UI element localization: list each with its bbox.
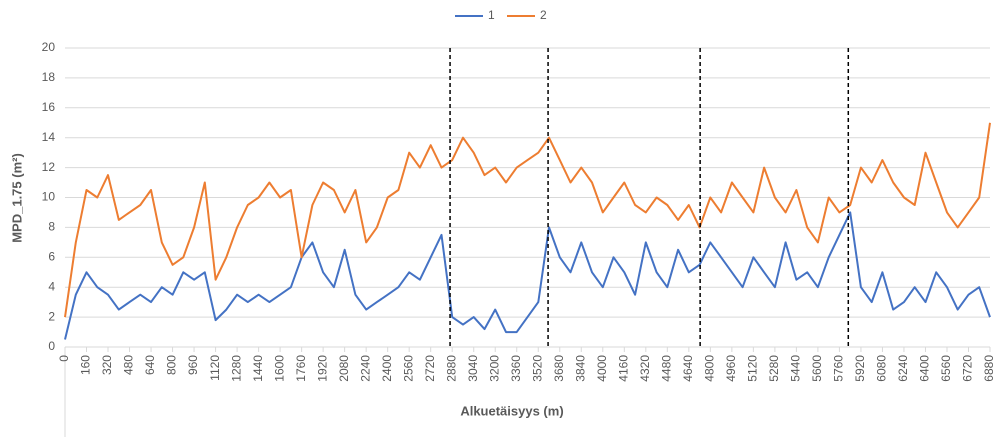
x-tick-label: 5120 [746,355,760,382]
x-tick-label: 3520 [530,355,544,382]
x-tick-label: 1760 [294,355,308,382]
x-tick-label: 640 [143,355,157,375]
y-tick-label: 2 [48,309,55,323]
legend-label: 2 [540,8,547,22]
x-tick-label: 2400 [380,355,394,382]
y-tick-label: 16 [42,100,56,114]
x-axis-label: Alkuetäisyys (m) [460,403,563,418]
x-tick-label: 2560 [401,355,415,382]
x-tick-label: 2240 [358,355,372,382]
y-tick-label: 4 [48,279,55,293]
x-tick-label: 2080 [337,355,351,382]
x-tick-label: 3360 [509,355,523,382]
y-tick-label: 0 [48,339,55,353]
series-line [64,122,991,318]
y-tick-label: 8 [48,220,55,234]
y-tick-label: 12 [42,160,56,174]
y-axis-label: MPD_1.75 (m²) [9,153,24,243]
x-tick-label: 2880 [444,355,458,382]
y-tick-label: 18 [42,70,56,84]
x-tick-label: 5440 [789,355,803,382]
x-tick-label: 1600 [272,355,286,382]
x-tick-label: 960 [186,355,200,375]
x-tick-label: 6720 [961,355,975,382]
x-tick-label: 3840 [573,355,587,382]
x-tick-label: 5920 [853,355,867,382]
x-tick-label: 4320 [638,355,652,382]
y-tick-label: 14 [42,130,56,144]
x-tick-label: 4480 [659,355,673,382]
x-tick-label: 6400 [918,355,932,382]
series-line [64,211,991,340]
x-tick-label: 5600 [810,355,824,382]
x-tick-label: 800 [165,355,179,375]
x-tick-label: 2720 [423,355,437,382]
x-tick-label: 3680 [552,355,566,382]
y-tick-label: 10 [42,190,56,204]
y-tick-label: 20 [42,40,56,54]
x-tick-label: 1440 [251,355,265,382]
x-tick-label: 4960 [724,355,738,382]
x-tick-label: 480 [122,355,136,375]
x-tick-label: 6080 [875,355,889,382]
x-tick-label: 4640 [681,355,695,382]
x-tick-label: 3200 [487,355,501,382]
x-tick-label: 5760 [832,355,846,382]
x-tick-label: 4800 [703,355,717,382]
x-tick-label: 3040 [466,355,480,382]
x-tick-label: 1920 [315,355,329,382]
x-tick-label: 6560 [939,355,953,382]
x-tick-label: 6880 [982,355,993,382]
x-tick-label: 160 [79,355,93,375]
x-tick-label: 6240 [896,355,910,382]
x-tick-label: 1280 [229,355,243,382]
x-tick-label: 320 [100,355,114,375]
x-tick-label: 0 [57,355,71,362]
x-tick-label: 5280 [767,355,781,382]
x-tick-label: 4160 [616,355,630,382]
legend-label: 1 [488,8,495,22]
y-tick-label: 6 [48,249,55,263]
x-tick-label: 1120 [208,355,222,381]
x-tick-label: 4000 [595,355,609,382]
